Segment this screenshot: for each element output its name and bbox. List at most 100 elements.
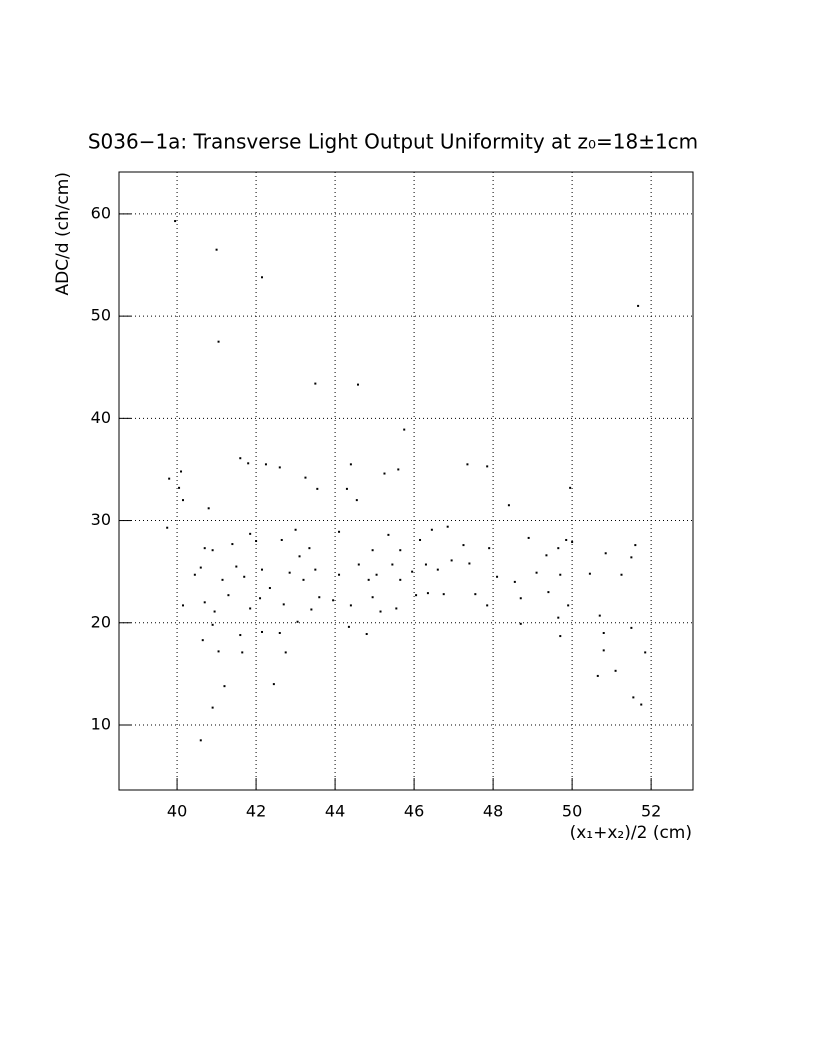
point [304,476,307,479]
point [644,651,647,654]
point [395,607,398,610]
point [211,549,214,552]
x-tick-label: 50 [562,802,582,821]
point [314,568,317,571]
point [379,610,382,613]
point [357,383,360,386]
point [302,578,305,581]
point [203,547,206,550]
point [282,603,285,606]
point [278,466,281,469]
point [535,571,538,574]
point [486,604,489,607]
point [178,486,181,489]
point [268,587,271,590]
point [565,538,568,541]
point [630,626,633,629]
point [488,547,491,550]
point [349,463,352,466]
point [545,554,548,557]
point [547,591,550,594]
point [569,486,572,489]
x-tick-label: 40 [167,802,187,821]
point [371,596,374,599]
point [296,620,299,623]
x-axis-label: (x₁+x₂)/2 (cm) [570,823,692,843]
point [415,594,418,597]
point [308,547,311,550]
point [259,597,262,600]
point [375,573,378,576]
point [387,533,390,536]
point [223,685,226,688]
point [211,706,214,709]
point [261,630,264,633]
point [199,566,202,569]
point [468,562,471,565]
point [602,649,605,652]
point [632,696,635,699]
point [227,594,230,597]
point [239,457,242,460]
point [596,674,599,677]
point [338,530,341,533]
point [247,462,250,465]
point [203,601,206,604]
point [264,463,267,466]
point [640,703,643,706]
point [215,248,218,251]
y-tick-label: 60 [91,203,111,222]
point [436,568,439,571]
x-tick-label: 48 [483,802,503,821]
point [181,499,184,502]
point [193,573,196,576]
x-tick-label: 46 [404,802,424,821]
point [241,651,244,654]
point [318,596,321,599]
point [217,650,220,653]
point [316,487,319,490]
chart-title: S036−1a: Transverse Light Output Uniform… [88,130,698,154]
point [519,597,522,600]
point [314,382,317,385]
y-axis-label: ADC/d (ch/cm) [53,172,73,296]
point [620,573,623,576]
point [168,477,171,480]
point [294,528,297,531]
point [571,541,574,544]
point [411,570,414,573]
point [221,578,224,581]
y-tick-label: 30 [91,510,111,529]
point [338,573,341,576]
point [399,549,402,552]
point [166,526,169,529]
y-tick-label: 10 [91,714,111,733]
point [371,549,374,552]
point [403,428,406,431]
point [181,604,184,607]
point [602,631,605,634]
point [391,563,394,566]
point [349,604,352,607]
point [272,683,275,686]
point [397,468,400,471]
point [211,623,214,626]
y-tick-label: 40 [91,408,111,427]
plot-frame [118,171,694,791]
point [310,608,313,611]
point [557,616,560,619]
point [199,739,202,742]
point [288,571,291,574]
point [249,532,252,535]
point [280,538,283,541]
point [513,580,516,583]
point [239,634,242,637]
point [442,593,445,596]
point [598,614,601,617]
point [474,593,477,596]
point [261,568,264,571]
point [207,507,210,510]
point [466,463,469,466]
